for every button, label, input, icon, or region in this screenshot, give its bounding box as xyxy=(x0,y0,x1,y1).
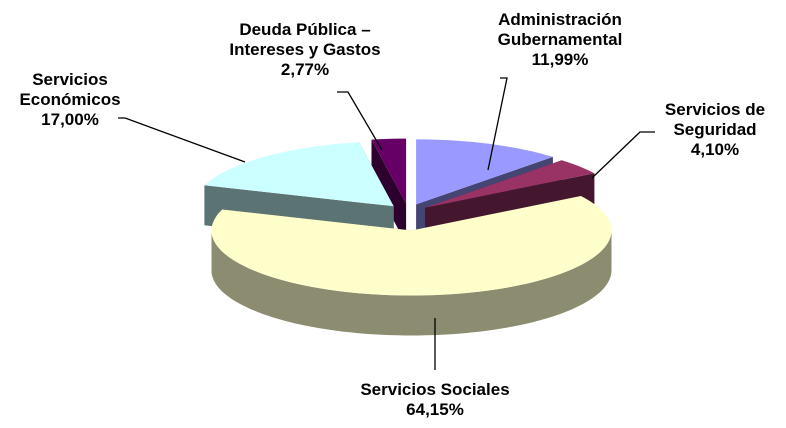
leader-line xyxy=(337,91,383,151)
slice-label: Deuda Pública – Intereses y Gastos 2,77% xyxy=(200,20,410,80)
slice-label: Servicios Sociales 64,15% xyxy=(330,380,540,420)
value-label: 64,15% xyxy=(406,400,464,419)
category-label: Deuda Pública – Intereses y Gastos xyxy=(229,20,381,59)
leader-line xyxy=(591,131,655,179)
slice-edge xyxy=(371,139,407,244)
leader-line xyxy=(118,117,246,163)
value-label: 2,77% xyxy=(280,60,330,79)
slice-label: Administración Gubernamental 11,99% xyxy=(470,10,650,70)
category-label: Servicios Sociales xyxy=(360,380,510,399)
category-label: Servicios Económicos xyxy=(19,70,121,109)
slice-label: Servicios de Seguridad 4,10% xyxy=(645,100,785,160)
leader-line xyxy=(487,77,508,171)
slice-side xyxy=(211,230,612,336)
slice-label: Servicios Económicos 17,00% xyxy=(10,70,130,130)
slice xyxy=(416,139,553,205)
value-label: 11,99% xyxy=(531,50,589,69)
leader-lines xyxy=(118,77,655,370)
value-label: 4,10% xyxy=(690,140,740,159)
slice xyxy=(371,138,407,204)
category-label: Servicios de Seguridad xyxy=(664,100,766,139)
value-label: 17,00% xyxy=(41,110,99,129)
category-label: Administración Gubernamental xyxy=(497,10,623,49)
slice xyxy=(204,142,394,207)
slice xyxy=(211,196,612,296)
slice xyxy=(425,160,595,208)
